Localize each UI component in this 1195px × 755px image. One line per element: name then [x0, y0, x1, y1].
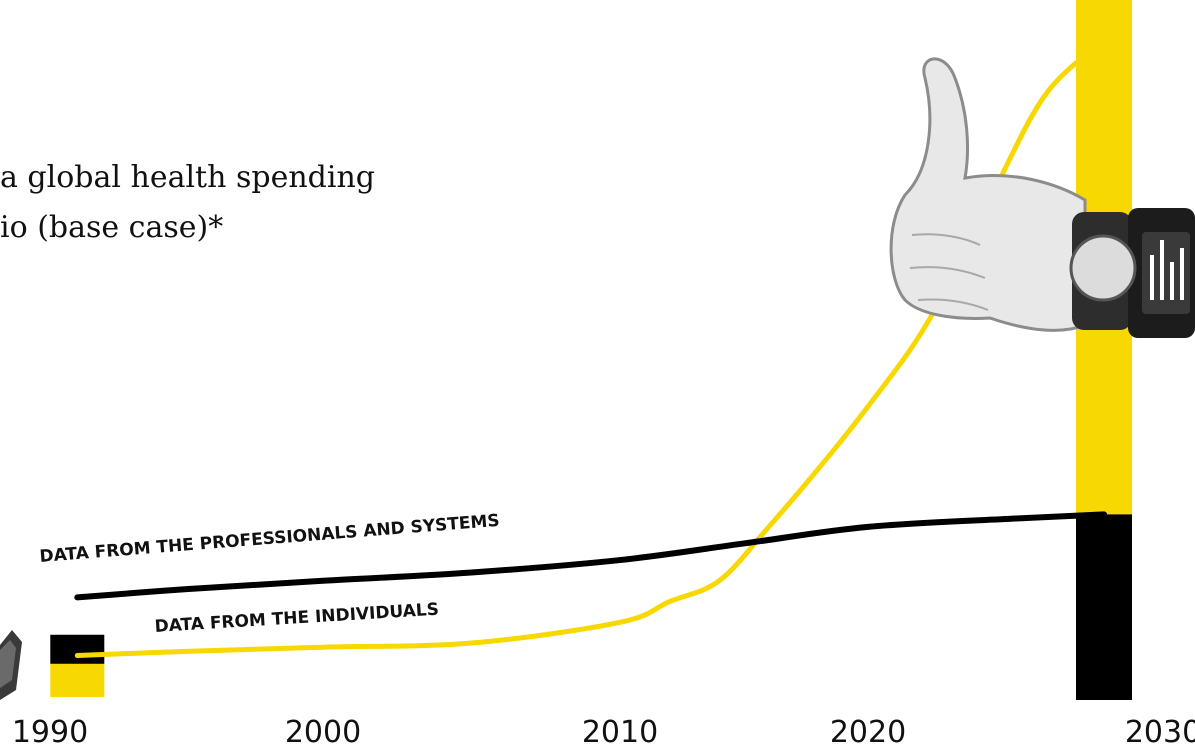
- thumbs-up-hand-icon: [889, 57, 1195, 338]
- wearable-device-icon: [0, 630, 22, 700]
- series-label-professionals: DATA FROM THE PROFESSIONALS AND SYSTEMS: [39, 511, 500, 567]
- end-bar-black-2028: [1076, 514, 1132, 700]
- series-label-individuals: DATA FROM THE INDIVIDUALS: [154, 600, 439, 637]
- x-tick-label-2000: 2000: [285, 715, 361, 750]
- chart-title-line-2: io (base case)*: [0, 210, 224, 245]
- x-tick-label-1990: 1990: [12, 715, 88, 750]
- x-tick-label-2010: 2010: [582, 715, 658, 750]
- x-tick-label-2020: 2020: [830, 715, 906, 750]
- chart-title-line-1: a global health spending: [0, 160, 375, 195]
- x-tick-label-2030: 2030: [1125, 715, 1195, 750]
- series-line-professionals: [74, 511, 1107, 601]
- end-bar-yellow-1991: [50, 663, 105, 697]
- end-bar-black-1991: [50, 634, 105, 664]
